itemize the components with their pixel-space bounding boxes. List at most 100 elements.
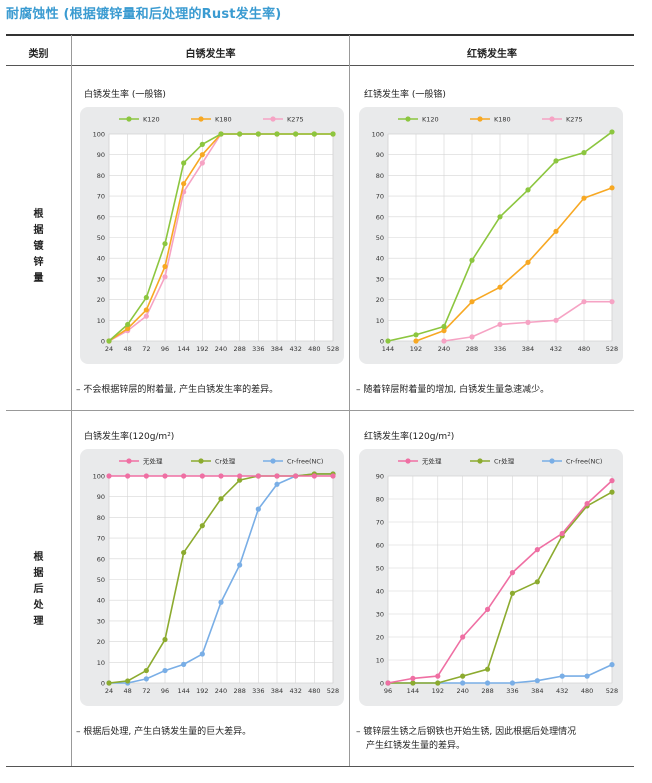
chart-red-rust-treatment: 0 10 20 30 40 50 60 70 80 90 96 144 192 240 288 336 384 4… xyxy=(359,449,623,706)
data-point xyxy=(143,667,149,674)
data-point xyxy=(162,636,168,643)
y-tick-label: 90 xyxy=(97,493,105,501)
plot-area xyxy=(387,475,613,684)
x-tick-label: 288 xyxy=(233,687,245,695)
legend-marker xyxy=(198,116,204,122)
x-tick-label: 336 xyxy=(252,345,264,353)
data-point xyxy=(581,150,587,156)
x-tick-label: 144 xyxy=(177,345,189,353)
data-point xyxy=(162,263,168,270)
y-tick-label: 10 xyxy=(97,317,105,325)
data-point xyxy=(559,530,565,537)
y-tick-label: 10 xyxy=(97,659,105,667)
data-point xyxy=(609,478,615,484)
data-point xyxy=(441,338,447,344)
data-point xyxy=(255,473,261,479)
y-tick-label: 60 xyxy=(97,555,105,563)
legend-label: K180 xyxy=(494,116,511,124)
data-point xyxy=(584,673,590,679)
y-tick-label: 90 xyxy=(376,151,384,159)
data-point xyxy=(143,307,149,313)
data-point xyxy=(460,673,466,679)
legend-marker xyxy=(549,116,555,122)
data-point xyxy=(274,131,280,137)
x-tick-label: 432 xyxy=(289,687,301,695)
data-point xyxy=(274,473,280,479)
x-tick-label: 72 xyxy=(142,687,150,695)
x-tick-label: 240 xyxy=(456,687,468,695)
chart-title: 白锈发生率(120g/m²) xyxy=(84,432,175,442)
legend-marker xyxy=(477,116,483,122)
y-tick-label: 50 xyxy=(376,565,384,573)
legend-marker xyxy=(549,458,555,464)
data-point xyxy=(143,473,149,479)
y-tick-label: 30 xyxy=(376,611,384,619)
note-white-treatment: – 根据后处理, 产生白锈发生量的巨大差异。 xyxy=(76,727,252,737)
legend-label: K275 xyxy=(566,116,583,124)
data-point xyxy=(162,473,168,479)
series-line xyxy=(415,187,613,342)
legend-marker xyxy=(405,458,411,464)
note-red-zinc: – 随着锌层附着量的增加, 白锈发生量急速减少。 xyxy=(356,385,550,395)
data-point xyxy=(385,338,391,344)
row-label-char: 理 xyxy=(33,616,44,627)
data-point xyxy=(237,562,243,568)
data-point xyxy=(199,473,205,479)
x-tick-label: 240 xyxy=(215,345,227,353)
data-table: 类别 白锈发生率 红锈发生率 根 据 镀 锌 量 根 据 后 处 理 白锈发生率… xyxy=(6,33,634,768)
data-point xyxy=(609,185,615,191)
category-col-rule xyxy=(71,35,72,766)
y-tick-label: 0 xyxy=(101,338,105,346)
data-point xyxy=(143,294,149,301)
data-point xyxy=(534,579,540,585)
y-tick-label: 100 xyxy=(93,473,105,481)
y-tick-label: 70 xyxy=(376,193,384,201)
data-point xyxy=(484,666,491,672)
data-point xyxy=(435,680,441,686)
data-point xyxy=(509,570,516,576)
legend-marker xyxy=(126,458,132,464)
x-tick-label: 96 xyxy=(161,345,169,353)
data-point xyxy=(609,299,615,305)
y-tick-label: 20 xyxy=(97,296,105,304)
y-tick-label: 40 xyxy=(97,597,105,605)
data-point xyxy=(441,323,447,330)
data-point xyxy=(410,680,416,686)
y-tick-label: 80 xyxy=(376,496,384,504)
note-red-treatment-line1: – 镀锌层生锈之后钢铁也开始生锈, 因此根据后处理情况 xyxy=(356,727,577,737)
note-red-treatment-line2: 产生红锈发生量的差异。 xyxy=(366,741,466,751)
y-tick-label: 0 xyxy=(380,680,384,688)
x-tick-label: 384 xyxy=(522,345,534,353)
data-point xyxy=(274,481,280,487)
x-tick-label: 480 xyxy=(308,345,320,353)
x-tick-label: 336 xyxy=(506,687,518,695)
x-tick-label: 240 xyxy=(215,687,227,695)
data-point xyxy=(218,473,224,479)
data-point xyxy=(484,606,491,612)
data-point xyxy=(143,313,149,319)
data-point xyxy=(199,160,205,166)
data-point xyxy=(199,141,205,147)
legend-marker xyxy=(126,116,132,122)
y-tick-label: 100 xyxy=(372,131,384,139)
y-tick-label: 70 xyxy=(97,193,105,201)
row-label-char: 处 xyxy=(33,600,44,611)
chart-title: 白锈发生率 (一般铬) xyxy=(84,90,166,100)
legend-label: K180 xyxy=(215,116,232,124)
data-point xyxy=(581,195,587,201)
y-tick-label: 40 xyxy=(376,588,384,596)
note-white-zinc: – 不会根据锌层的附着量, 产生白锈发生率的差异。 xyxy=(76,385,279,395)
series-line xyxy=(387,480,613,684)
legend-label: K120 xyxy=(422,116,439,124)
header-red-rust: 红锈发生率 xyxy=(467,49,517,60)
row-label-char: 镀 xyxy=(33,241,44,252)
data-point xyxy=(525,187,531,193)
x-tick-label: 432 xyxy=(550,345,562,353)
data-point xyxy=(181,181,187,187)
data-point xyxy=(181,549,187,556)
data-point xyxy=(581,299,587,305)
y-tick-label: 100 xyxy=(93,131,105,139)
x-tick-label: 480 xyxy=(308,687,320,695)
data-point xyxy=(162,667,168,674)
data-point xyxy=(330,131,336,137)
